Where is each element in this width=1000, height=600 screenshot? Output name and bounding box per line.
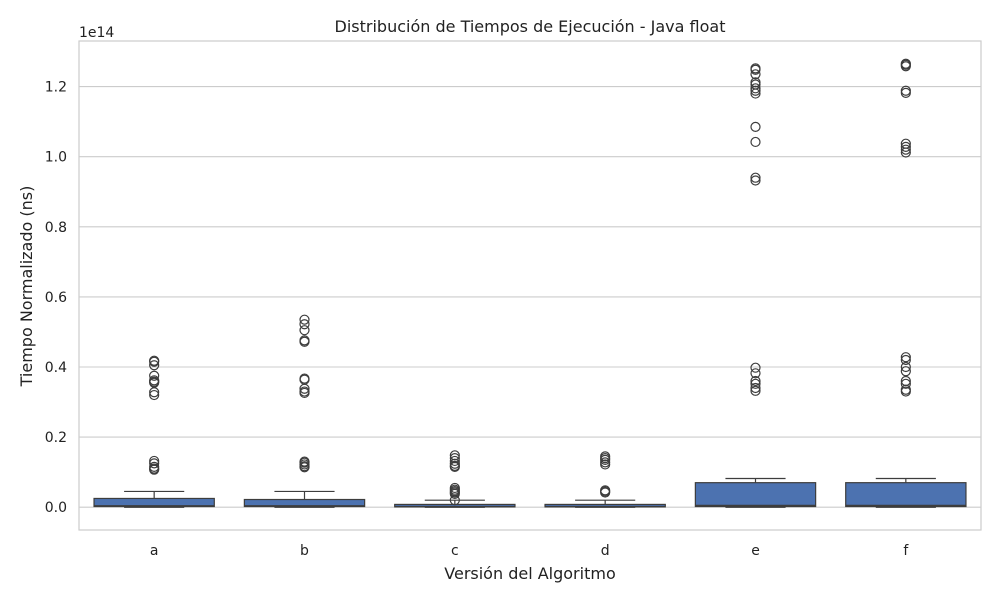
outlier-point <box>299 462 310 473</box>
outlier-point <box>149 370 160 381</box>
y-tick-label: 0.8 <box>45 220 67 236</box>
outlier-point <box>750 83 761 94</box>
outlier-point <box>900 354 911 366</box>
outlier-point <box>750 64 761 75</box>
iqr-box <box>93 497 215 508</box>
outlier-point <box>900 352 911 363</box>
outlier-point <box>900 87 911 98</box>
chart-title: Distribución de Tiempos de Ejecución - J… <box>335 17 726 36</box>
outlier-point <box>149 389 160 401</box>
outlier-point <box>900 386 911 397</box>
outlier-point <box>750 175 761 186</box>
plot-frame <box>78 40 982 531</box>
y-tick-label: 1.0 <box>45 150 67 166</box>
outlier-point <box>600 487 611 498</box>
x-tick-label: e <box>751 543 760 559</box>
x-tick-label: a <box>150 543 159 559</box>
outlier-point <box>750 375 761 387</box>
outlier-point <box>750 136 761 148</box>
box-group-f <box>845 477 967 508</box>
y-tick-label: 0.0 <box>45 500 67 516</box>
y-multiplier-label: 1e14 <box>79 25 114 41</box>
box-group-e <box>694 477 817 508</box>
outlier-point <box>900 147 911 158</box>
outlier-point <box>900 61 911 72</box>
x-axis-label: Versión del Algoritmo <box>444 564 615 583</box>
outlier-point <box>149 458 160 469</box>
x-tick-label: f <box>903 543 909 559</box>
outlier-point <box>900 141 911 152</box>
outlier-point <box>449 455 460 467</box>
outliers <box>149 58 911 506</box>
outlier-point <box>750 382 761 394</box>
x-tick-labels: a b c d e f <box>150 543 909 559</box>
outlier-point <box>149 360 160 371</box>
iqr-box <box>694 482 817 508</box>
x-tick-label: c <box>451 543 459 559</box>
outlier-point <box>750 121 761 132</box>
outlier-point <box>750 368 761 379</box>
outlier-point <box>750 172 761 183</box>
box-group-c <box>394 499 516 508</box>
outlier-point <box>149 356 160 367</box>
y-tick-labels: 0.0 0.2 0.4 0.6 0.8 1.0 1.2 <box>45 80 67 517</box>
y-tick-label: 0.2 <box>45 430 67 446</box>
iqr-box <box>243 498 366 508</box>
y-axis-label: Tiempo Normalizado (ns) <box>17 186 36 388</box>
box-group-a <box>93 490 215 508</box>
grid-lines <box>79 86 981 508</box>
outlier-point <box>750 69 761 80</box>
box-group-d <box>544 499 666 508</box>
outlier-point <box>299 387 310 399</box>
outlier-point <box>900 378 911 389</box>
outlier-point <box>750 378 761 389</box>
y-tick-label: 0.6 <box>45 290 67 306</box>
outlier-point <box>600 459 611 470</box>
outlier-point <box>299 314 310 325</box>
outlier-point <box>750 88 761 99</box>
y-tick-label: 0.4 <box>45 360 67 376</box>
x-tick-label: b <box>300 543 309 559</box>
outlier-point <box>149 464 160 475</box>
boxes <box>93 477 967 508</box>
y-tick-label: 1.2 <box>45 80 67 96</box>
outlier-point <box>750 85 761 96</box>
outlier-point <box>900 366 911 377</box>
outlier-point <box>750 362 761 373</box>
outlier-point <box>600 454 611 465</box>
outlier-point <box>299 383 310 394</box>
outlier-point <box>449 488 460 499</box>
box-group-b <box>243 490 366 508</box>
outlier-point <box>299 336 310 347</box>
iqr-box <box>845 482 967 508</box>
outlier-point <box>900 361 911 373</box>
outlier-point <box>149 387 160 398</box>
outlier-point <box>299 319 310 330</box>
outlier-point <box>299 325 310 336</box>
outlier-point <box>900 144 911 155</box>
outlier-point <box>449 461 460 473</box>
x-tick-label: d <box>601 543 610 559</box>
outlier-point <box>750 385 761 396</box>
outlier-point <box>449 495 460 506</box>
